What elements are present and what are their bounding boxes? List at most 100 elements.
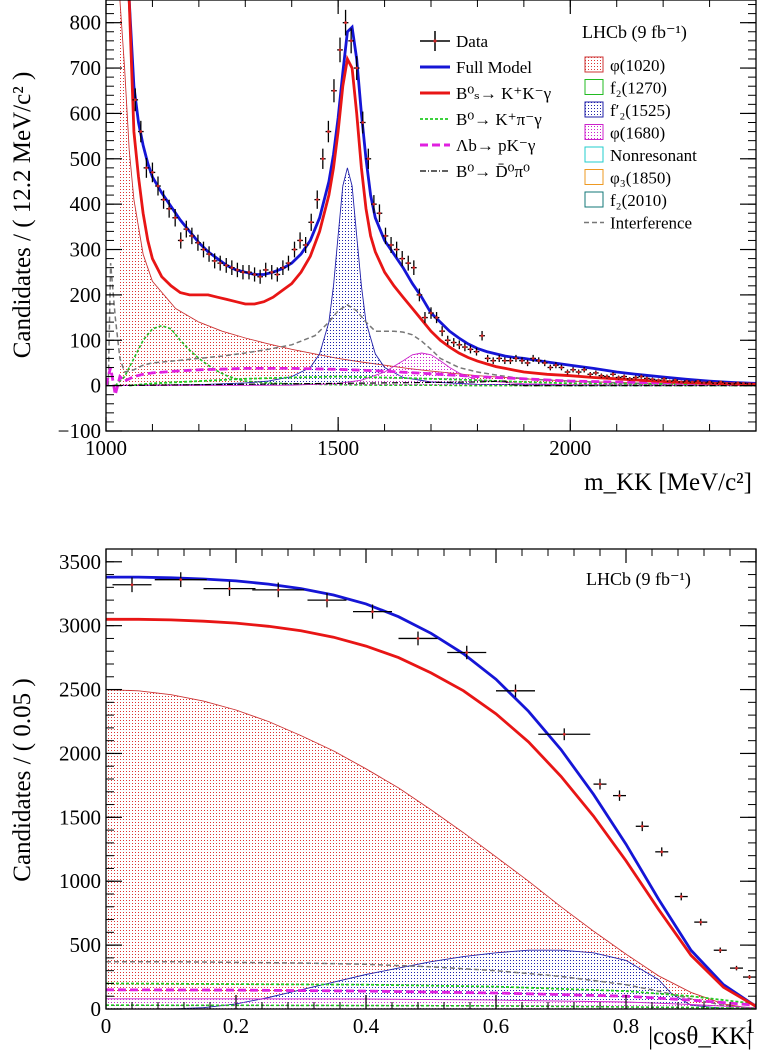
bot-data-point xyxy=(593,778,607,790)
legend-label-data: Data xyxy=(456,32,489,51)
top-curve-f-1270 xyxy=(114,324,756,387)
top-data-point xyxy=(359,111,366,134)
top-data-point xyxy=(592,370,599,376)
top-data-point xyxy=(723,381,730,385)
top-data-point xyxy=(473,347,480,356)
top-data-point xyxy=(467,345,474,354)
top-data-point xyxy=(462,342,468,352)
top-x-tick-label: 2000 xyxy=(549,436,591,460)
bottom-x-axis-label: |cosθ_KK| xyxy=(648,1023,752,1050)
bot-x-tick-label: 0.8 xyxy=(613,1014,639,1038)
bot-data-point xyxy=(203,581,256,596)
legend-label-lb: Λb→ pK⁻γ xyxy=(456,136,536,155)
top-data-point xyxy=(507,357,514,365)
top-data-point xyxy=(160,190,167,209)
legend-label-f2p_1525: f′₂(1525) xyxy=(610,101,671,120)
top-data-point xyxy=(331,79,337,103)
bot-data-point xyxy=(353,604,392,619)
top-data-point xyxy=(604,374,610,379)
legend-entry-b0kpi: B⁰→ K⁺π⁻γ xyxy=(420,110,542,129)
top-curve-interference xyxy=(107,263,756,386)
top-data-point xyxy=(371,195,377,214)
bot-curve-b-k xyxy=(106,982,756,1005)
top-data-point xyxy=(172,209,179,227)
bot-data-point xyxy=(538,728,591,741)
top-data-point xyxy=(644,376,650,381)
top-data-point xyxy=(610,372,616,377)
top-data-point xyxy=(598,373,605,378)
top-data-point xyxy=(621,374,627,379)
bot-y-tick-label: 0 xyxy=(91,997,102,1021)
top-data-point xyxy=(217,255,224,271)
top-data-point xyxy=(535,357,542,365)
legend-label-interf: Interference xyxy=(610,214,692,233)
top-data-point xyxy=(746,382,753,386)
legend-label-f2_2010: f₂(2010) xyxy=(610,191,667,210)
top-legend-left: Data Full Model B⁰ₛ→ K⁺K⁻γ B⁰→ K⁺π⁻γ Λb→ pK⁻… xyxy=(420,31,552,181)
top-y-axis-label: Candidates / ( 12.2 MeV/c² ) xyxy=(9,72,36,359)
bot-data-point xyxy=(613,790,626,801)
bot-data-point xyxy=(154,572,207,588)
bot-curve-b-k-k xyxy=(106,617,756,1008)
top-y-tick-label: 800 xyxy=(70,11,102,35)
legend-entry-phi1680: φ(1680) xyxy=(584,124,665,143)
legend-label-phi1020: φ(1020) xyxy=(610,56,665,75)
bot-data-point xyxy=(307,592,347,608)
top-data-point xyxy=(268,265,275,280)
bot-y-tick-label: 1000 xyxy=(59,869,101,893)
top-data-point xyxy=(444,335,451,345)
legend-entry-lb: Λb→ pK⁻γ xyxy=(420,136,536,155)
top-legend-right: φ(1020) f₂(1270) f′₂(1525) φ(1680) Nonresona… xyxy=(584,56,697,233)
bot-curve-b-pk xyxy=(106,988,756,1007)
top-data-point xyxy=(501,357,508,365)
top-data-point xyxy=(297,232,303,249)
top-curve-b-d xyxy=(106,380,756,387)
legend-entry-phi3: φ₃(1850) xyxy=(584,169,671,188)
bot-x-tick-label: 0.4 xyxy=(353,1014,380,1038)
top-data-point xyxy=(177,232,184,249)
legend-entry-nonres: Nonresonant xyxy=(584,146,697,165)
top-data-point xyxy=(280,260,286,275)
top-data-point xyxy=(240,265,246,280)
legend-entry-f2_2010: f₂(2010) xyxy=(584,191,667,210)
top-data-point xyxy=(519,357,525,365)
top-data-point xyxy=(439,326,445,337)
top-data-point xyxy=(246,265,252,280)
top-data-point xyxy=(274,267,281,282)
top-data-point xyxy=(405,255,412,271)
bot-curve-interference xyxy=(106,960,756,1009)
top-data-point xyxy=(740,381,747,385)
top-data-point xyxy=(706,380,713,384)
top-data-point xyxy=(479,330,485,341)
top-y-tick-label: 500 xyxy=(70,147,102,171)
top-data-point xyxy=(496,354,503,362)
top-data-point xyxy=(717,380,724,384)
top-data-point xyxy=(553,362,559,369)
top-data-point xyxy=(689,380,696,384)
top-data-point xyxy=(257,269,263,284)
bot-y-tick-label: 1500 xyxy=(59,805,101,829)
top-data-point xyxy=(638,374,645,379)
top-data-point xyxy=(149,162,156,183)
top-data-point xyxy=(285,255,292,271)
top-data-point xyxy=(678,380,685,384)
top-y-tick-label: 700 xyxy=(70,56,102,80)
legend-label-b0d: B⁰→ D̄⁰π⁰ xyxy=(456,162,530,181)
top-data-point xyxy=(729,382,736,386)
bot-fill-1020 xyxy=(106,689,756,1009)
top-data-point xyxy=(393,241,400,258)
top-data-point xyxy=(388,237,394,253)
top-data-point xyxy=(234,262,241,278)
bot-x-tick-label: 0.6 xyxy=(483,1014,509,1038)
top-data-point xyxy=(615,375,622,380)
top-data-point xyxy=(484,354,491,362)
bot-y-tick-label: 500 xyxy=(70,933,102,957)
bot-curve-1020 xyxy=(106,689,756,1009)
top-data-point xyxy=(155,176,161,196)
top-data-point xyxy=(450,338,457,347)
top-data-point xyxy=(166,199,172,218)
bottom-y-axis-label: Candidates / ( 0.05 ) xyxy=(9,678,36,881)
top-data-point xyxy=(564,369,571,375)
top-chart: 1000 1500 2000 −100 0 100 200 300 400 500 600 700 80… xyxy=(9,0,757,496)
